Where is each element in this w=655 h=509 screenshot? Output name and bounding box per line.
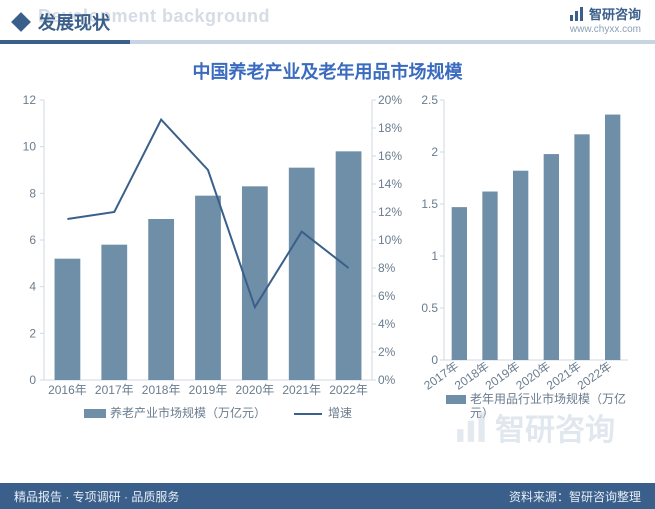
bar <box>55 259 81 380</box>
bar <box>574 134 589 360</box>
svg-text:2%: 2% <box>378 345 396 359</box>
svg-text:2018年: 2018年 <box>452 359 492 393</box>
bar <box>148 219 174 380</box>
svg-text:老年用品行业市场规模（万亿: 老年用品行业市场规模（万亿 <box>470 391 626 406</box>
bar <box>482 192 497 360</box>
svg-text:18%: 18% <box>378 121 402 135</box>
svg-text:元）: 元） <box>470 406 494 420</box>
svg-text:0.5: 0.5 <box>421 301 438 315</box>
svg-text:2017年: 2017年 <box>95 383 134 397</box>
bar <box>195 196 221 380</box>
svg-text:2021年: 2021年 <box>544 359 584 393</box>
bar <box>452 207 467 360</box>
svg-text:2021年: 2021年 <box>282 383 321 397</box>
svg-text:10: 10 <box>23 140 37 154</box>
header-title: 发展现状 <box>38 9 110 35</box>
svg-text:0%: 0% <box>378 373 396 387</box>
header-diamond-icon <box>11 12 31 32</box>
svg-text:养老产业市场规模（万亿元）: 养老产业市场规模（万亿元） <box>110 405 266 420</box>
svg-text:8%: 8% <box>378 261 396 275</box>
bar <box>513 171 528 360</box>
svg-text:16%: 16% <box>378 149 402 163</box>
svg-text:4%: 4% <box>378 317 396 331</box>
svg-text:2017年: 2017年 <box>421 359 461 393</box>
svg-text:0: 0 <box>431 353 438 367</box>
left-chart: 0 2 4 6 8 10 12 0% 2% 4% 6% 8% 10% 12% 14% 16% 18% 20% 201… <box>10 90 410 450</box>
bar <box>544 154 559 360</box>
footer: 精品报告 · 专项调研 · 品质服务 资料来源：智研咨询整理 <box>0 483 655 509</box>
svg-text:2: 2 <box>431 145 438 159</box>
svg-text:2: 2 <box>29 326 36 340</box>
svg-text:8: 8 <box>29 186 36 200</box>
svg-text:20%: 20% <box>378 93 402 107</box>
svg-text:6: 6 <box>29 233 36 247</box>
svg-text:2018年: 2018年 <box>142 383 181 397</box>
header-underline <box>0 40 655 44</box>
brand-logo-icon <box>569 6 585 22</box>
svg-text:12: 12 <box>23 93 37 107</box>
brand-name: 智研咨询 <box>589 4 641 23</box>
svg-text:2016年: 2016年 <box>48 383 87 397</box>
svg-text:2022年: 2022年 <box>575 359 615 393</box>
bar <box>605 115 620 360</box>
svg-text:4: 4 <box>29 280 36 294</box>
svg-text:0: 0 <box>29 373 36 387</box>
charts-container: 0246810120%2%4%6%8%10%12%14%16%18%20%201… <box>0 84 655 450</box>
right-chart: 0 0.5 1 1.5 2 2.5 2017年2018年2019年2020年2021年202… <box>414 90 634 450</box>
svg-text:12%: 12% <box>378 205 402 219</box>
bar <box>289 168 315 380</box>
svg-text:2019年: 2019年 <box>189 383 228 397</box>
chart-main-title: 中国养老产业及老年用品市场规模 <box>0 58 655 84</box>
svg-text:1.5: 1.5 <box>421 197 438 211</box>
svg-text:1: 1 <box>431 249 438 263</box>
svg-text:10%: 10% <box>378 233 402 247</box>
bar <box>336 151 362 380</box>
svg-text:2.5: 2.5 <box>421 93 438 107</box>
svg-text:14%: 14% <box>378 177 402 191</box>
svg-text:2019年: 2019年 <box>483 359 523 393</box>
header: Development background 发展现状 智研咨询 www.chy… <box>0 0 655 44</box>
svg-text:2022年: 2022年 <box>329 383 368 397</box>
brand-block: 智研咨询 www.chyxx.com <box>569 4 641 35</box>
svg-text:2020年: 2020年 <box>513 359 553 393</box>
svg-text:2020年: 2020年 <box>236 383 275 397</box>
svg-text:6%: 6% <box>378 289 396 303</box>
bar <box>101 245 127 380</box>
footer-left: 精品报告 · 专项调研 · 品质服务 <box>14 488 179 505</box>
footer-right: 资料来源：智研咨询整理 <box>509 488 641 505</box>
svg-text:增速: 增速 <box>328 406 352 420</box>
brand-url: www.chyxx.com <box>569 24 641 35</box>
